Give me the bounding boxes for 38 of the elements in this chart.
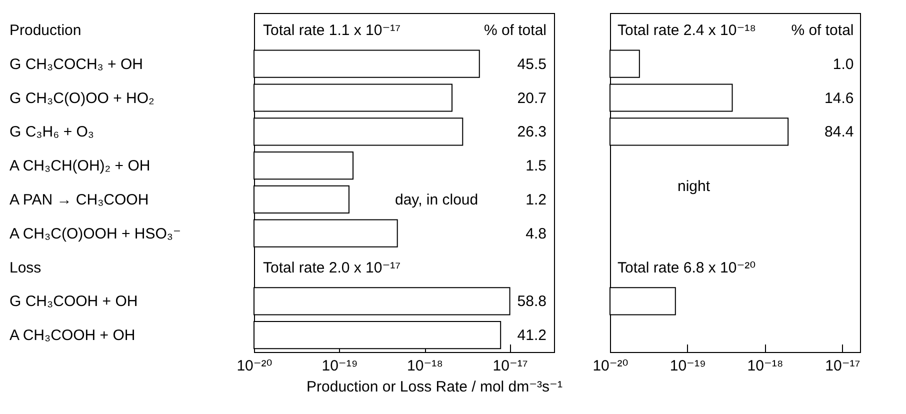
- x-tick-label: 10⁻¹⁷: [492, 358, 528, 374]
- annotation: % of total: [484, 22, 546, 39]
- y-tick-label: G CH₃COOH + OH: [10, 293, 138, 310]
- annotation: night: [678, 178, 711, 195]
- x-tick-label: 10⁻¹⁹: [670, 358, 706, 374]
- annotation: 4.8: [526, 225, 546, 242]
- x-tick-label: 10⁻¹⁷: [825, 358, 860, 374]
- annotation: day, in cloud: [395, 191, 478, 208]
- y-tick-label: A CH₃COOH + OH: [10, 327, 136, 344]
- y-tick-label: G CH₃C(O)OO + HO₂: [10, 90, 155, 107]
- x-tick-label: 10⁻²⁰: [236, 358, 272, 374]
- annotation: 14.6: [824, 90, 854, 107]
- x-tick-label: 10⁻²⁰: [592, 358, 628, 374]
- annotation: Total rate 1.1 x 10⁻¹⁷: [263, 22, 401, 39]
- y-tick-label: A PAN → CH₃COOH: [10, 191, 149, 208]
- annotation: 58.8: [517, 293, 546, 310]
- y-tick-label: A CH₃CH(OH)₂ + OH: [10, 158, 150, 175]
- annotation: % of total: [791, 22, 854, 39]
- y-tick-label: Production: [10, 22, 82, 39]
- x-tick-label: 10⁻¹⁹: [322, 358, 358, 374]
- annotation: Total rate 6.8 x 10⁻²⁰: [618, 259, 756, 276]
- annotation: 20.7: [517, 90, 546, 107]
- y-tick-label: Loss: [10, 259, 42, 276]
- annotation: Total rate 2.0 x 10⁻¹⁷: [263, 259, 401, 276]
- x-axis-title: Production or Loss Rate / mol dm⁻³s⁻¹: [306, 378, 562, 396]
- annotation: 1.0: [832, 56, 854, 73]
- annotation: 45.5: [517, 56, 546, 73]
- x-tick-label: 10⁻¹⁸: [407, 358, 443, 374]
- y-tick-label: G CH₃COCH₃ + OH: [10, 56, 143, 73]
- x-tick-label: 10⁻¹⁸: [747, 358, 784, 374]
- annotation: 1.5: [526, 158, 546, 175]
- annotation: 84.4: [824, 124, 854, 141]
- annotation: Total rate 2.4 x 10⁻¹⁸: [618, 22, 756, 39]
- annotation: 26.3: [517, 124, 546, 141]
- annotation: 1.2: [526, 191, 546, 208]
- annotation: 41.2: [517, 327, 546, 344]
- y-tick-label: A CH₃C(O)OOH + HSO₃⁻: [10, 225, 181, 242]
- y-tick-label: G C₃H₆ + O₃: [10, 124, 94, 141]
